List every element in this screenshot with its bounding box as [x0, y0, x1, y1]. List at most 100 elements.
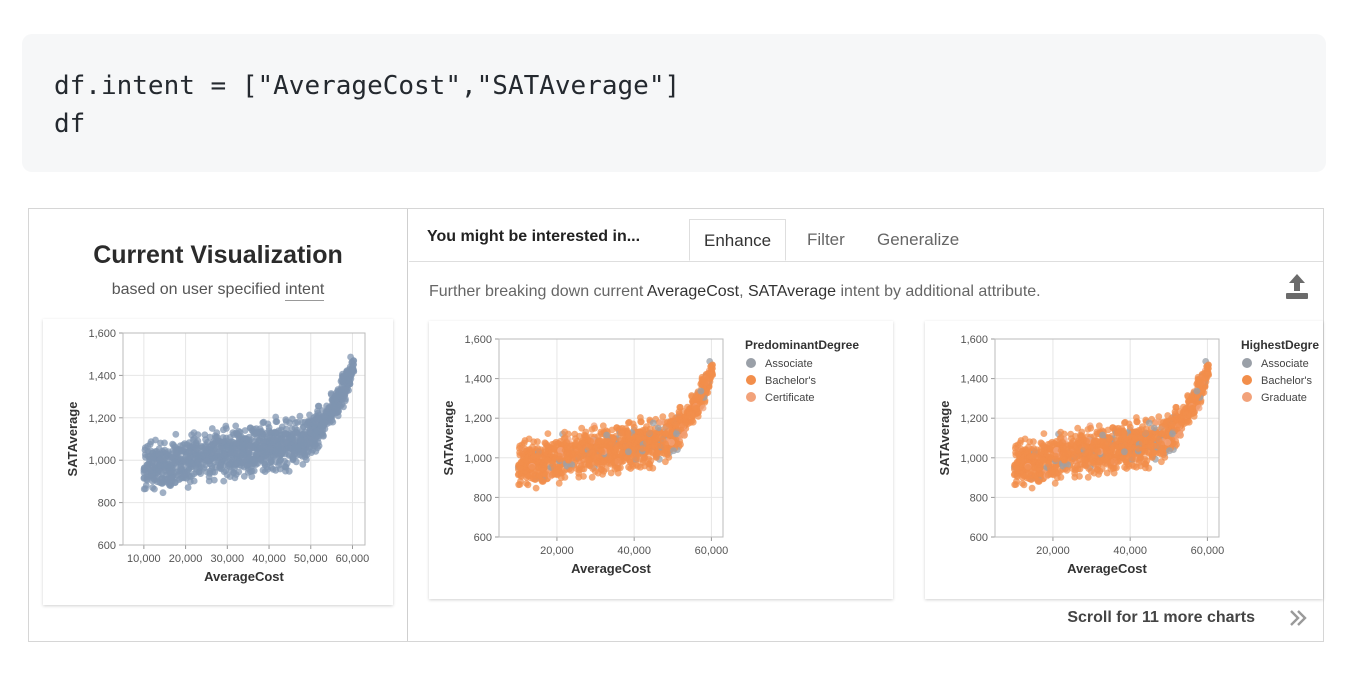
scatter-point [226, 439, 234, 446]
export-icon[interactable] [1283, 271, 1311, 301]
scatter-point [216, 445, 223, 453]
desc-attr-1: AverageCost [646, 283, 740, 300]
scatter-point [1040, 430, 1048, 437]
scatter-point [142, 468, 150, 475]
scatter-point [1158, 429, 1166, 437]
scatter-point [258, 433, 266, 441]
scatter-point [1017, 437, 1025, 444]
x-axis-label: AverageCost [571, 561, 651, 576]
scatter-point [223, 425, 230, 432]
enhance-chart-card-2[interactable]: 600 800 1,000 1,200 1,400 1,600 20,000 40,000 60… [925, 321, 1323, 599]
scatter-point [638, 445, 646, 452]
scatter-point [243, 436, 250, 444]
scatter-point [534, 445, 542, 452]
scatter-point [190, 435, 198, 443]
scatter-point [588, 473, 596, 481]
y-tick-label: 1,200 [88, 413, 116, 425]
scatter-point [636, 428, 643, 435]
intent-link[interactable]: intent [285, 281, 325, 301]
scatter-point [1113, 464, 1120, 472]
scatter-point [1178, 413, 1185, 421]
scatter-point [1047, 464, 1054, 472]
scatter-point [709, 370, 716, 378]
scatter-point [1120, 432, 1128, 440]
scatter-point [1019, 480, 1026, 487]
scatter-point [522, 467, 530, 475]
scatter-point [673, 430, 680, 438]
chevron-double-right-icon[interactable] [1287, 607, 1311, 629]
scatter-point [536, 472, 543, 479]
scatter-point [578, 465, 586, 473]
code-cell[interactable]: df.intent = ["AverageCost","SATAverage"]… [22, 34, 1326, 172]
scatter-point [1128, 461, 1136, 469]
scatter-point [259, 450, 267, 458]
scatter-point [622, 443, 629, 450]
legend-swatch [746, 375, 756, 385]
scatter-point [645, 429, 653, 437]
current-chart-card[interactable]: 600 800 1,000 1,200 1,400 1,600 10,000 20,000 30… [43, 319, 393, 605]
scatter-point [192, 440, 200, 448]
scatter-point [261, 461, 269, 469]
scatter-point [675, 408, 683, 416]
scatter-point [308, 449, 315, 456]
scatter-point [1193, 387, 1201, 395]
scatter-point [1013, 465, 1020, 472]
x-tick-label: 20,000 [169, 553, 203, 565]
tab-enhance[interactable]: Enhance [689, 219, 787, 261]
scatter-point [232, 422, 240, 430]
scatter-point [1030, 445, 1038, 452]
recommendations-panel: You might be interested in... Enhance Fi… [409, 209, 1323, 641]
scatter-point [148, 470, 156, 478]
scatter-point [306, 411, 313, 419]
y-tick-label: 1,000 [464, 453, 492, 465]
x-axis-label: AverageCost [1067, 561, 1147, 576]
tab-generalize[interactable]: Generalize [877, 230, 960, 249]
scatter-point [1088, 459, 1096, 467]
scatter-point [169, 450, 177, 458]
scatter-point [649, 443, 657, 450]
scatter-point [544, 430, 552, 437]
legend-entry: Graduate [1261, 392, 1307, 404]
recommendations-heading: You might be interested in... [427, 228, 641, 245]
scatter-point [1169, 430, 1176, 438]
scatter-point [1189, 405, 1196, 413]
y-tick-label: 1,000 [960, 453, 988, 465]
scatter-point [624, 432, 632, 440]
scroll-more-text[interactable]: Scroll for 11 more charts [1067, 609, 1255, 626]
scatter-point [161, 454, 169, 462]
scatter-point [256, 444, 263, 452]
scatter-point [680, 431, 688, 438]
scatter-point [586, 459, 593, 467]
scatter-point [629, 420, 637, 428]
scatter-point [697, 387, 705, 395]
scatter-point [208, 448, 216, 456]
tab-filter[interactable]: Filter [807, 230, 845, 249]
enhance-chart-card-1[interactable]: 600 800 1,000 1,200 1,400 1,600 20,000 40,000 60… [429, 321, 893, 599]
scatter-point [592, 459, 600, 467]
scatter-point [143, 476, 151, 484]
scatter-point [1032, 472, 1039, 479]
scatter-point [276, 465, 284, 473]
scatter-point [298, 448, 306, 456]
plot-frame [122, 332, 366, 546]
scatter-point [555, 479, 563, 487]
scatter-point [282, 429, 289, 437]
scatter-point [1071, 473, 1079, 481]
scatter-point [267, 456, 275, 464]
scatter-point [241, 427, 249, 434]
code-text: df.intent = ["AverageCost","SATAverage"]… [54, 67, 680, 143]
scatter-point [1137, 462, 1144, 470]
scatter-point [158, 475, 166, 483]
scatter-point [539, 465, 547, 473]
scatter-point [693, 405, 700, 413]
scatter-point [184, 484, 192, 491]
scatter-point [1090, 437, 1098, 445]
y-tick-label: 800 [474, 492, 492, 504]
scatter-point [1028, 484, 1036, 492]
scatter-point [252, 461, 260, 468]
legend-entry: Bachelor's [1261, 375, 1313, 387]
scatter-point [556, 455, 564, 463]
scatter-point [588, 448, 596, 456]
scatter-point [239, 448, 247, 456]
scatter-point [1068, 435, 1075, 442]
